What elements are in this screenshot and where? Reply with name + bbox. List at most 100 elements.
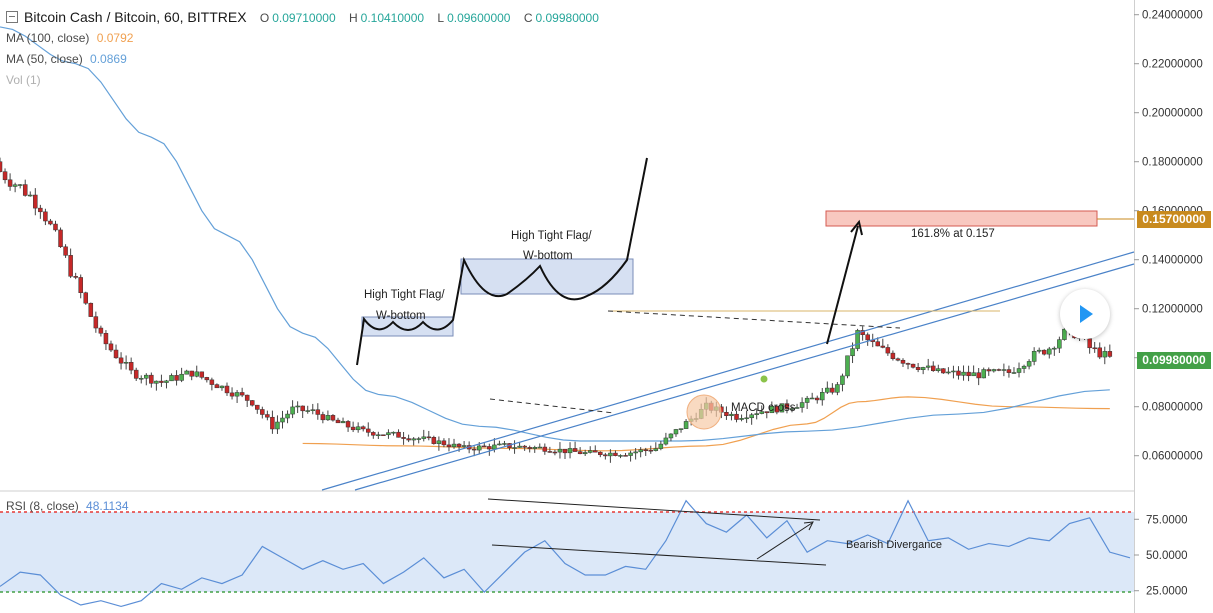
volume-legend[interactable]: Vol (1) — [6, 70, 41, 90]
candle-body — [179, 373, 184, 381]
y-tick-label: 0.20000000 — [1142, 108, 1203, 120]
candle-body — [199, 371, 205, 378]
candle-body — [224, 385, 230, 394]
candle-body — [386, 432, 391, 436]
candle-body — [1036, 349, 1042, 352]
collapse-icon[interactable] — [6, 11, 18, 23]
ma100-label: MA (100, close) — [6, 31, 90, 45]
candle-body — [300, 405, 305, 412]
rsi-value: 48.1134 — [86, 499, 129, 513]
candle-body — [275, 421, 280, 430]
candle-body — [451, 443, 457, 448]
ma50-legend[interactable]: MA (50, close) 0.0869 — [6, 49, 127, 69]
candle-body — [154, 380, 159, 384]
candle-body — [396, 431, 401, 438]
candle-body — [598, 451, 603, 456]
y-tick-label: 0.06000000 — [1142, 451, 1203, 463]
candle-body — [482, 445, 487, 448]
candle-body — [809, 397, 815, 400]
candle-body — [547, 451, 553, 453]
candle-body — [880, 345, 886, 348]
candle-body — [315, 409, 321, 415]
candle-body — [0, 161, 3, 172]
candle-body — [835, 384, 840, 393]
ma100-legend[interactable]: MA (100, close) 0.0792 — [6, 28, 133, 48]
candle-body — [411, 438, 416, 441]
candle-body — [905, 363, 911, 365]
candle-body — [633, 451, 638, 454]
candle-body — [285, 413, 290, 419]
candle-body — [764, 411, 770, 414]
candle-body — [360, 426, 366, 430]
candle-body — [502, 443, 507, 445]
candle-body — [345, 421, 351, 428]
candle-body — [966, 371, 971, 377]
annotation-target: 161.8% at 0.157 — [911, 228, 995, 240]
candle-body — [93, 316, 99, 329]
candlestick-series — [0, 157, 1113, 463]
rsi-band-fill — [0, 512, 1134, 592]
close-price-tag: 0.09980000 — [1137, 352, 1211, 369]
rsi-legend[interactable]: RSI (8, close) 48.1134 — [6, 496, 129, 516]
candle-body — [825, 387, 830, 393]
candle-body — [431, 437, 437, 444]
candle-body — [593, 450, 598, 453]
flag-dashed-line — [489, 398, 615, 414]
candle-body — [789, 408, 795, 410]
price-axis: 0.24000000 0.22000000 0.20000000 0.18000000… — [1134, 10, 1203, 463]
candle-body — [981, 369, 986, 379]
flag-sketch-1 — [356, 157, 648, 366]
candle-body — [184, 370, 189, 375]
target-arrow-line — [826, 225, 859, 345]
candle-body — [971, 372, 976, 377]
candle-body — [582, 452, 588, 455]
candle-body — [456, 443, 462, 447]
candle-body — [925, 365, 931, 368]
candle-body — [996, 369, 1002, 371]
candle-body — [234, 392, 240, 397]
candle-body — [17, 184, 23, 186]
ma50-value: 0.0869 — [90, 52, 127, 66]
candle-body — [189, 370, 194, 377]
candle-body — [618, 455, 623, 457]
candle-body — [653, 448, 659, 451]
rsi-label: RSI (8, close) — [6, 499, 79, 513]
candle-body — [53, 223, 58, 231]
candle-body — [936, 368, 941, 372]
vol-label: Vol (1) — [6, 73, 41, 87]
candle-body — [7, 179, 13, 187]
candle-body — [517, 445, 522, 448]
candle-body — [512, 447, 517, 449]
candle-body — [441, 440, 447, 446]
y-tick-label: 0.08000000 — [1142, 402, 1203, 414]
candle-body — [209, 379, 215, 385]
high-value: 0.10410000 — [360, 11, 425, 25]
candle-body — [164, 380, 169, 383]
candle-body — [204, 377, 210, 381]
candle-body — [194, 371, 199, 377]
candle-body — [890, 352, 896, 359]
ma50-label: MA (50, close) — [6, 52, 83, 66]
candle-body — [159, 380, 164, 383]
candle-body — [754, 413, 759, 415]
rsi-line — [0, 499, 1131, 608]
candle-body — [38, 207, 43, 213]
candle-body — [855, 330, 860, 349]
candle-body — [946, 371, 951, 374]
channel-line-lower — [354, 263, 1135, 491]
play-icon — [1080, 305, 1093, 323]
candle-body — [663, 437, 669, 445]
candle-body — [956, 370, 961, 376]
candle-body — [58, 229, 63, 248]
candle-body — [1052, 347, 1057, 350]
candle-body — [850, 348, 855, 357]
play-button[interactable] — [1060, 289, 1110, 339]
candle-body — [249, 400, 255, 406]
candle-body — [895, 358, 901, 361]
candle-body — [900, 359, 906, 364]
flag-box-2 — [460, 258, 634, 295]
candle-body — [643, 449, 648, 452]
candle-body — [991, 369, 997, 372]
candle-body — [421, 436, 426, 439]
